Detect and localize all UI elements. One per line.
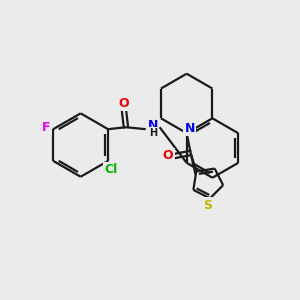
- Text: H: H: [148, 128, 157, 138]
- Text: O: O: [118, 97, 129, 110]
- Text: F: F: [42, 121, 50, 134]
- Text: S: S: [203, 199, 212, 212]
- Text: N: N: [184, 122, 195, 135]
- Text: O: O: [163, 149, 173, 162]
- Text: Cl: Cl: [104, 163, 118, 176]
- Text: N: N: [148, 119, 158, 132]
